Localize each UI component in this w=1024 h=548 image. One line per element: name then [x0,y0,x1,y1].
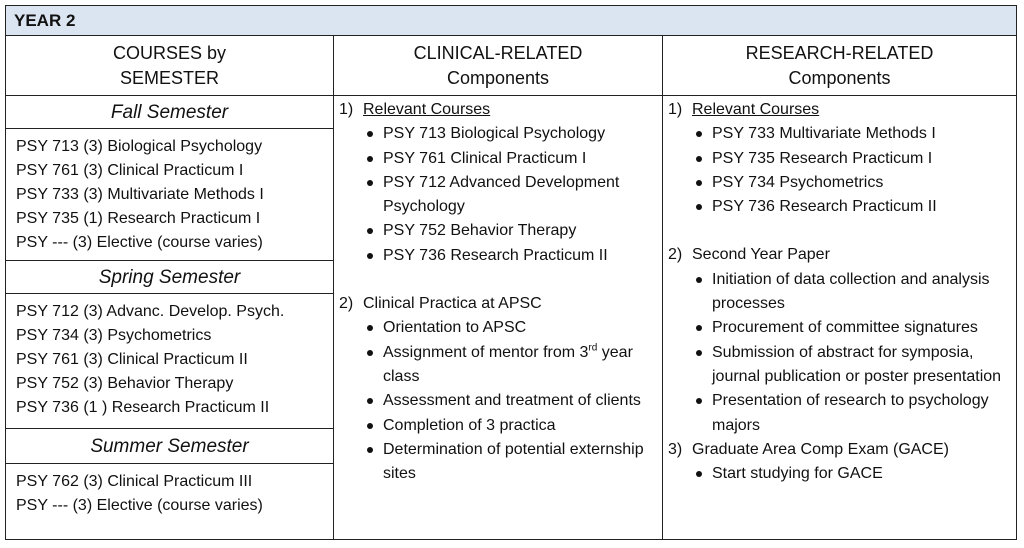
column: CLINICAL-RELATED Components 1) Relevant Cou… [334,36,663,539]
bullet: PSY 712 Advanced Development Psychology [367,171,658,220]
course-list: PSY 762 (3) Clinical Practicum III PSY --… [6,464,333,541]
component-item: 1) Relevant Courses PSY 733 Multivariate M… [668,98,1012,219]
item-title: Clinical Practica at APSC [363,295,542,313]
item-heading: 3) Graduate Area Comp Exam (GACE) [668,438,1012,462]
bullet: Assessment and treatment of clients [367,389,658,413]
item-number: 3) [668,440,683,458]
semester-title: Fall Semester [6,96,333,129]
column: COURSES by SEMESTER Fall Semester PSY 713 (… [6,36,334,539]
bullet: PSY 734 Psychometrics [696,171,1012,195]
bullet: Start studying for GACE [696,462,1012,486]
course: PSY --- (3) Elective (course varies) [16,497,263,514]
item-number: 2) [339,295,354,313]
header-line: CLINICAL-RELATED [413,43,583,63]
bullet: Determination of potential externship si… [367,438,658,487]
item-heading: 1) Relevant Courses [339,98,658,122]
bullet: PSY 733 Multivariate Methods I [696,122,1012,146]
semester-title: Summer Semester [6,429,333,464]
bullet-list: Orientation to APSC Assignment of mentor … [339,316,658,486]
bullet: Completion of 3 practica [367,414,658,438]
bullet: PSY 735 Research Practicum I [696,147,1012,171]
bullet: Presentation of research to psychology m… [696,389,1012,438]
component-list: 1) Relevant Courses PSY 713 Biological Psy… [334,96,662,486]
item-number: 1) [339,101,354,118]
bullet-list: PSY 713 Biological Psychology PSY 761 Cli… [339,122,658,268]
bullet-list: Initiation of data collection and analys… [668,268,1012,438]
course: PSY --- (3) Elective (course varies) [16,234,263,251]
text: year class [383,343,633,385]
component-item: 3) Graduate Area Comp Exam (GACE) Start st… [668,438,1012,487]
course: PSY 761 (3) Clinical Practicum II [16,351,248,368]
component-item: 1) Relevant Courses PSY 713 Biological Psy… [339,98,658,268]
course: PSY 735 (1) Research Practicum I [16,210,261,227]
item-title: Graduate Area Comp Exam (GACE) [692,440,949,458]
header-line: Components [446,68,550,88]
bullet: PSY 736 Research Practicum II [367,244,658,268]
item-title: Second Year Paper [692,246,830,264]
column: RESEARCH-RELATED Components 1) Relevant Cou… [663,36,1016,539]
bullet: PSY 761 Clinical Practicum I [367,147,658,171]
header-line: COURSES by [112,43,227,63]
course: PSY 713 (3) Biological Psychology [16,138,263,155]
component-item: 2) Clinical Practica at APSC Orientation t… [339,292,658,486]
header-line: Components [788,68,891,88]
course: PSY 712 (3) Advanc. Develop. Psych. [16,303,285,320]
course: PSY 762 (3) Clinical Practicum III [16,473,253,490]
course: PSY 733 (3) Multivariate Methods I [16,186,264,203]
course-list: PSY 713 (3) Biological Psychology PSY 761… [6,129,333,261]
item-heading: 2) Second Year Paper [668,243,1012,267]
bullet: PSY 713 Biological Psychology [367,122,658,146]
course: PSY 734 (3) Psychometrics [16,327,212,344]
bullet-list: PSY 733 Multivariate Methods I PSY 735 Re… [668,122,1012,219]
bullet: Assignment of mentor from 3rd year class [367,341,658,390]
item-number: 1) [668,101,683,118]
table: YEAR 2 COURSES by SEMESTER Fall Semester PS… [5,5,1017,540]
column-header: COURSES by SEMESTER [6,36,333,96]
course-list: PSY 712 (3) Advanc. Develop. Psych. PSY 7… [6,294,333,429]
course: PSY 736 (1 ) Research Practicum II [16,399,270,416]
item-number: 2) [668,246,683,264]
bullet: PSY 736 Research Practicum II [696,195,1012,219]
bullet: Submission of abstract for symposia, jou… [696,341,1012,390]
header-line: SEMESTER [119,68,220,88]
bullet: Initiation of data collection and analys… [696,268,1012,317]
bullet-list: Start studying for GACE [668,462,1012,486]
item-title: Relevant Courses [363,101,491,118]
item-heading: 2) Clinical Practica at APSC [339,292,658,316]
component-item: 2) Second Year Paper Initiation of data co… [668,243,1012,437]
header-line: RESEARCH-RELATED [745,43,934,63]
bullet: Orientation to APSC [367,316,658,340]
course: PSY 752 (3) Behavior Therapy [16,375,234,392]
item-heading: 1) Relevant Courses [668,98,1012,122]
item-title: Relevant Courses [692,101,820,118]
component-list: 1) Relevant Courses PSY 733 Multivariate M… [663,96,1016,486]
column-header: CLINICAL-RELATED Components [334,36,662,96]
bullet: Procurement of committee signatures [696,316,1012,340]
superscript: rd [588,342,598,354]
title: YEAR 2 [6,6,1016,36]
text: Assignment of mentor from 3 [383,343,589,361]
course: PSY 761 (3) Clinical Practicum I [16,162,244,179]
semester-title: Spring Semester [6,261,333,294]
column-header: RESEARCH-RELATED Components [663,36,1016,96]
bullet: PSY 752 Behavior Therapy [367,219,658,243]
